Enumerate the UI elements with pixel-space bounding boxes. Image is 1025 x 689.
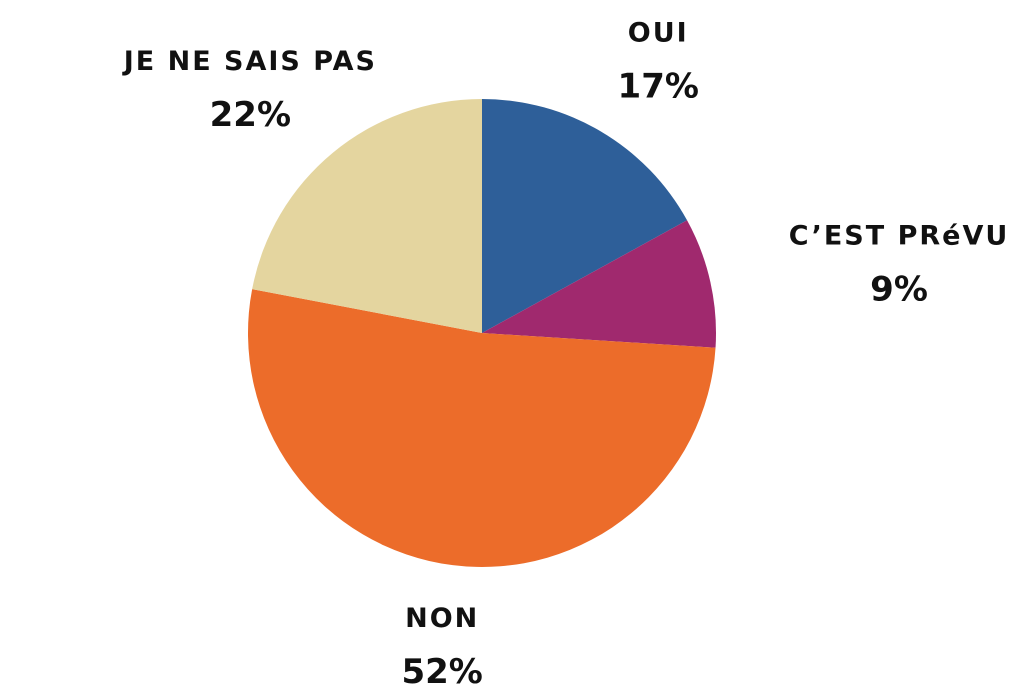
slice-value-label: 22% — [210, 95, 291, 135]
pie-slice — [252, 99, 482, 333]
pie-slice — [482, 99, 688, 333]
pie-slice — [482, 220, 716, 348]
slice-label: JE NE SAIS PAS — [122, 46, 377, 77]
slice-label: OUI — [628, 18, 689, 49]
pie-slice — [248, 289, 716, 567]
slice-value-label: 17% — [618, 67, 699, 107]
slice-label: NON — [405, 603, 479, 634]
slice-value-label: 9% — [870, 270, 928, 310]
slice-label: C’EST PRéVU — [789, 221, 1009, 252]
slice-value-label: 52% — [401, 652, 482, 689]
